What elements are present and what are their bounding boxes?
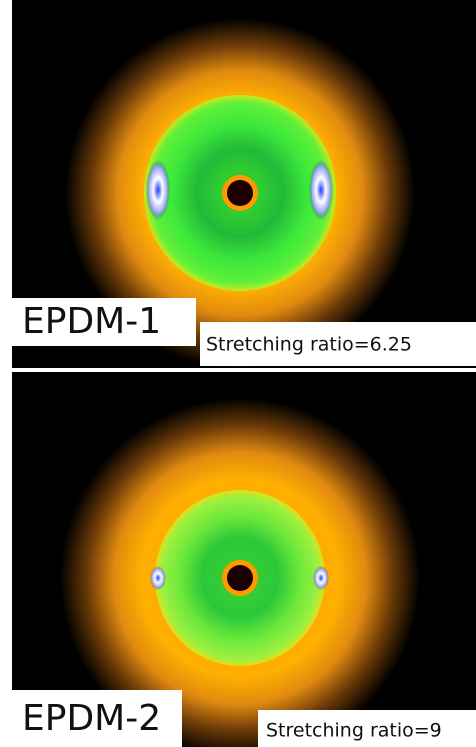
stretch-caption: Stretching ratio=9 xyxy=(266,720,442,742)
stretch-caption: Stretching ratio=6.25 xyxy=(206,334,412,356)
panel-2: EPDM-2 Stretching ratio=9 xyxy=(12,372,476,747)
figure: EPDM-1 Stretching ratio=6.25 EPDM-2 Stre… xyxy=(0,0,476,747)
reflection-right xyxy=(313,566,329,590)
reflection-left xyxy=(146,160,170,220)
beamstop xyxy=(227,180,253,206)
beamstop xyxy=(227,565,253,591)
page: EPDM-1 Stretching ratio=6.25 EPDM-2 Stre… xyxy=(0,0,476,747)
sample-label: EPDM-1 xyxy=(22,301,161,342)
reflection-right xyxy=(309,160,333,220)
sample-label: EPDM-2 xyxy=(22,698,161,739)
reflection-left xyxy=(150,566,166,590)
panel-1: EPDM-1 Stretching ratio=6.25 xyxy=(12,0,476,368)
